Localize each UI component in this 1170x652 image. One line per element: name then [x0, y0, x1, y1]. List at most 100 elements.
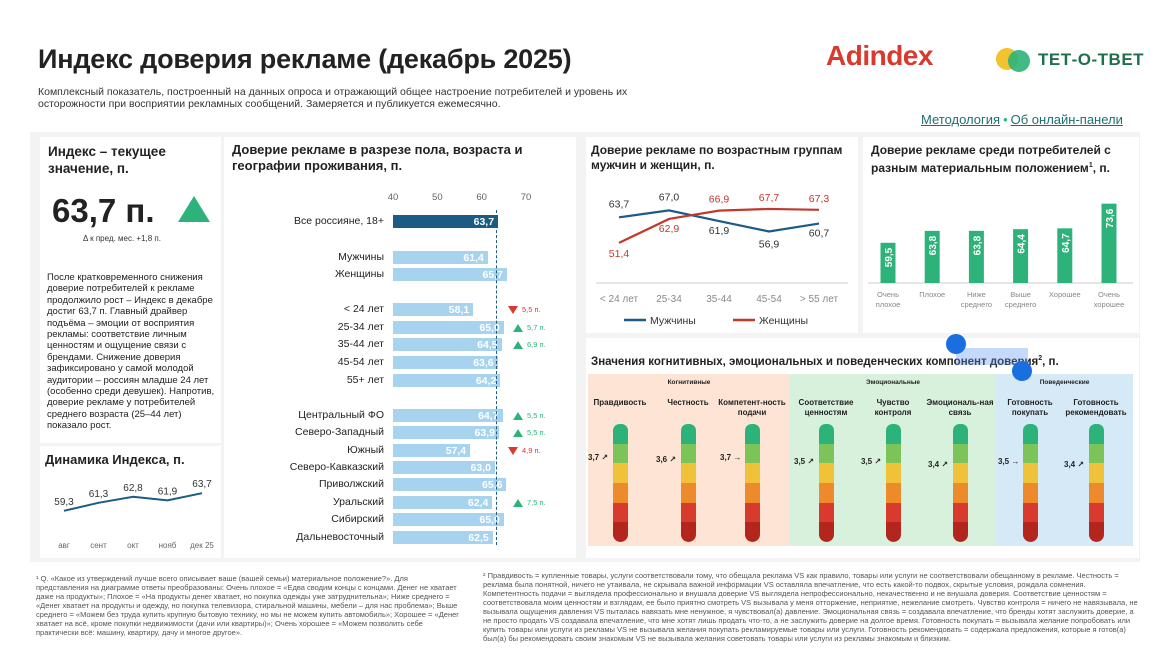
thermometer-segment: [1023, 443, 1038, 464]
trend-title: Динамика Индекса, п.: [45, 452, 185, 467]
component-value: 3,5 ↗: [861, 457, 882, 467]
component-group-band: [996, 374, 1133, 546]
thermometer-segment: [819, 443, 834, 464]
trend-month-label: нояб: [159, 541, 177, 550]
components-title-unit: , п.: [1042, 355, 1059, 368]
trend-point-label: 61,9: [158, 486, 178, 497]
material-category-label: Ниже: [967, 290, 986, 299]
thermometer-segment: [681, 522, 696, 542]
thermometer-segment: [819, 502, 834, 523]
tet-o-tvet-logo: ТЕТ-О-ТВЕТ: [996, 46, 1144, 74]
component-label: Готовность рекомендовать: [1065, 398, 1127, 417]
line-point-label: 67,7: [759, 192, 780, 204]
bar: [393, 268, 507, 281]
tet-o-tvet-wordmark: ТЕТ-О-ТВЕТ: [1038, 50, 1145, 69]
selection-handle-end[interactable]: [1012, 361, 1032, 381]
thermometer-segment: [819, 522, 834, 542]
thermometer: [819, 424, 834, 542]
component-group-title: Когнитивные: [667, 379, 711, 386]
change-value: 5,5 п.: [527, 411, 546, 420]
bar-category-label: Сибирский: [331, 513, 384, 525]
thermometer-segment: [1023, 463, 1038, 484]
line-point-label: 60,7: [809, 228, 830, 240]
material-category-label: плохое: [876, 300, 901, 309]
thermometer-segment: [745, 463, 760, 484]
bar-value-label: 65,7: [482, 269, 503, 281]
trend-month-label: авг: [58, 541, 70, 550]
thermometer-segment: [613, 502, 628, 523]
thermometer-segment: [745, 443, 760, 464]
material-title-unit: , п.: [1092, 161, 1110, 175]
up-triangle-icon: [513, 428, 523, 437]
change-value: 5,7 п.: [527, 323, 546, 332]
age-gender-panel: Доверие рекламе по возрастным группам му…: [586, 137, 858, 333]
material-title: Доверие рекламе среди потребителей с раз…: [871, 143, 1136, 176]
online-panel-link[interactable]: Об онлайн-панели: [1010, 112, 1123, 127]
text-selection-highlight: [956, 348, 1028, 365]
bar: [393, 374, 501, 387]
bar-category-label: Центральный ФО: [298, 409, 384, 421]
bar-category-label: 45-54 лет: [337, 356, 384, 368]
line-point-label: 51,4: [609, 248, 630, 260]
segments-title: Доверие рекламе в разрезе пола, возраста…: [232, 142, 523, 173]
component-label: Готовность покупать: [1007, 398, 1053, 417]
material-bar-value: 63,8: [972, 235, 983, 255]
bar-value-label: 61,4: [463, 252, 484, 264]
x-axis-tick-label: 60: [476, 192, 487, 203]
trend-month-label: дек 25: [190, 541, 214, 550]
age-gender-title: Доверие рекламе по возрастным группам му…: [591, 143, 843, 172]
component-value: 3,4 ↗: [1064, 459, 1085, 469]
footnote-1: ¹ Q. «Какое из утверждений лучше всего о…: [36, 574, 459, 637]
component-label: Компетент-ность подачи: [718, 398, 786, 417]
line-point-label: 67,3: [809, 193, 830, 205]
speech-bubbles-icon: [996, 46, 1032, 74]
bar-category-label: 25-34 лет: [337, 321, 384, 333]
line-point-label: 63,7: [609, 198, 630, 210]
bar-category-label: Женщины: [334, 268, 384, 280]
material-bar-value: 59,5: [884, 247, 895, 267]
bar-value-label: 58,1: [448, 304, 470, 316]
thermometer-segment: [1023, 522, 1038, 542]
thermometer-segment: [613, 424, 628, 444]
thermometer-segment: [681, 502, 696, 523]
x-axis-tick-label: 70: [520, 192, 532, 203]
component-group-title: Эмоциональные: [865, 379, 921, 386]
bar-category-label: Приволжский: [318, 478, 384, 490]
bar-value-label: 62,4: [467, 497, 489, 509]
thermometer-segment: [1089, 443, 1104, 464]
material-bar: [1013, 229, 1029, 283]
thermometer-segment: [886, 463, 901, 484]
methodology-link[interactable]: Методология: [921, 112, 1001, 127]
change-up-indicator: 5,5 п.: [513, 411, 546, 420]
selection-handle-start[interactable]: [946, 334, 966, 354]
trend-point-label: 63,7: [192, 479, 212, 490]
line-point-label: 67,0: [659, 191, 680, 203]
bar-category-label: < 24 лет: [343, 303, 384, 315]
page-title: Индекс доверия рекламе (декабрь 2025): [38, 44, 572, 74]
change-down-indicator: 5,5 п.: [508, 305, 541, 314]
bar: [393, 338, 502, 351]
bar: [393, 461, 495, 474]
change-up-indicator: 7,5 п.: [513, 498, 546, 507]
bar-value-label: 63,6: [473, 357, 494, 369]
women-line: [618, 207, 820, 244]
material-bar-value: 64,4: [1017, 234, 1028, 254]
trend-line: [63, 492, 203, 512]
bar-category-label: 35-44 лет: [337, 338, 384, 350]
page-subtitle: Комплексный показатель, построенный на д…: [38, 86, 628, 110]
thermometer-segment: [819, 483, 834, 503]
thermometer-segment: [953, 424, 968, 444]
bar: [393, 356, 498, 369]
material-footnote-marker: 1: [1088, 162, 1093, 169]
component-value: 3,7 ↗: [588, 452, 609, 462]
thermometer-segment: [745, 522, 760, 542]
header-links: Методология • Об онлайн-панели: [921, 112, 1123, 127]
thermometer: [1023, 424, 1038, 542]
thermometer: [613, 424, 628, 542]
thermometer-segment: [953, 522, 968, 542]
x-axis-tick-label: 35-44: [706, 294, 732, 305]
bar: [393, 513, 504, 526]
thermometer: [1089, 424, 1104, 542]
bar-value-label: 57,4: [445, 445, 467, 457]
kpi-title: Индекс – текущее значение, п.: [48, 144, 166, 176]
